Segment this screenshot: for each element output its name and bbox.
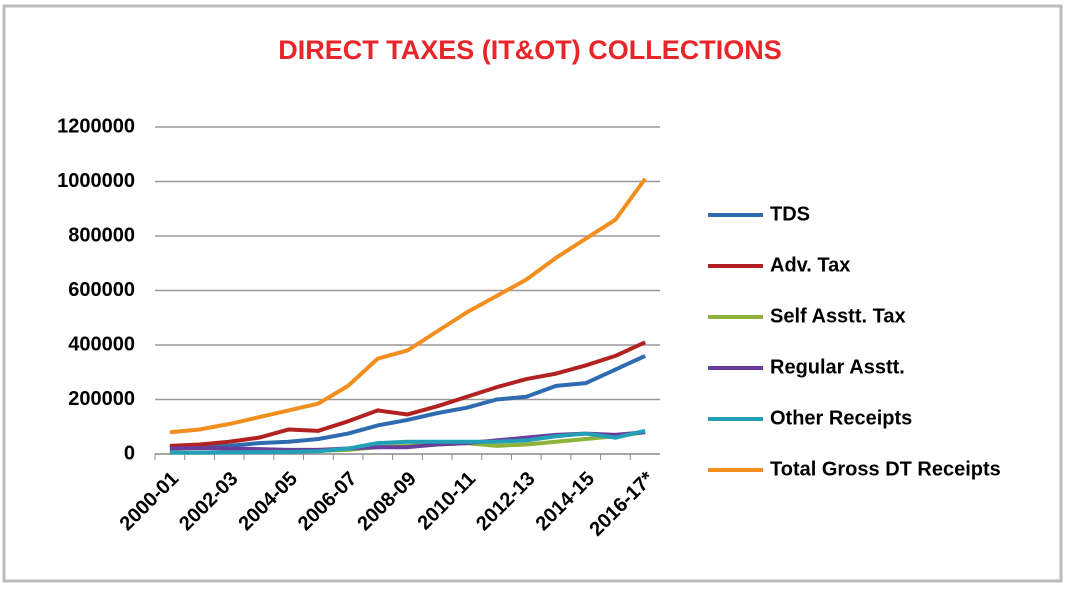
series-line [169, 354, 646, 450]
series-line [169, 340, 646, 448]
y-tick-label: 400000 [68, 333, 135, 355]
legend-label: TDS [770, 203, 810, 225]
legend-label: Regular Asstt. [770, 356, 905, 378]
chart-border [2, 4, 1063, 583]
y-tick-label: 800000 [68, 224, 135, 246]
y-tick-label: 600000 [68, 279, 135, 301]
series-line [169, 428, 646, 455]
legend-label: Self Asstt. Tax [770, 305, 906, 327]
legend-label: Other Receipts [770, 407, 912, 429]
y-tick-label: 1000000 [57, 170, 135, 192]
legend-label: Total Gross DT Receipts [770, 458, 1001, 480]
y-tick-label: 1200000 [57, 115, 135, 137]
y-tick-label: 200000 [68, 388, 135, 410]
legend-label: Adv. Tax [770, 254, 850, 276]
chart-title: DIRECT TAXES (IT&OT) COLLECTIONS [278, 35, 781, 65]
series-line [169, 177, 647, 435]
y-tick-label: 0 [124, 442, 135, 464]
